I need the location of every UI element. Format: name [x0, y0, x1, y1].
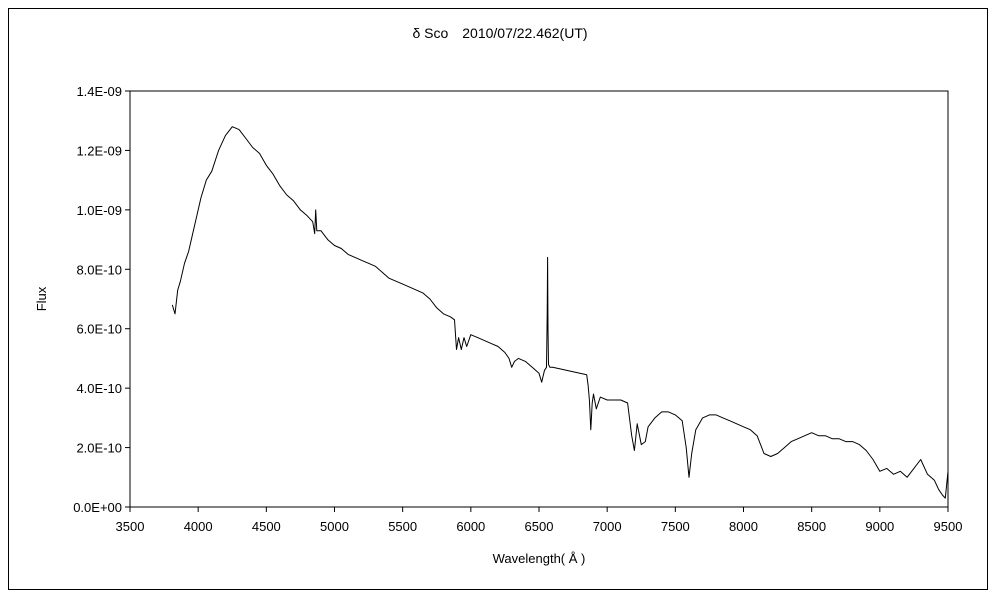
x-tick-label: 9000 — [865, 519, 894, 534]
plot-area — [129, 90, 949, 508]
x-axis: 3500 4000 4500 5000 5500 6000 6500 7000 7500 8000… — [116, 507, 963, 534]
x-tick-label: 3500 — [116, 519, 145, 534]
x-tick-label: 6500 — [525, 519, 554, 534]
y-tick-label: 1.2E-09 — [76, 143, 122, 158]
y-tick-label: 1.4E-09 — [76, 84, 122, 99]
x-tick-label: 9500 — [934, 519, 963, 534]
y-tick-label: 8.0E-10 — [76, 262, 122, 277]
y-tick-label: 6.0E-10 — [76, 322, 122, 337]
x-tick-label: 5500 — [388, 519, 417, 534]
x-axis-label: Wavelength( Å ) — [493, 551, 586, 566]
x-tick-label: 8000 — [729, 519, 758, 534]
x-tick-label: 5000 — [320, 519, 349, 534]
y-tick-label: 0.0E+00 — [73, 500, 122, 515]
x-tick-label: 7000 — [593, 519, 622, 534]
y-tick-label: 1.0E-09 — [76, 203, 122, 218]
chart-title: δ Sco 2010/07/22.462(UT) — [412, 25, 587, 41]
y-axis-label: Flux — [34, 286, 49, 311]
x-tick-label: 6000 — [456, 519, 485, 534]
x-tick-label: 4000 — [184, 519, 213, 534]
spectrum-line — [171, 126, 949, 499]
x-tick-label: 7500 — [661, 519, 690, 534]
y-tick-label: 4.0E-10 — [76, 381, 122, 396]
y-axis: 0.0E+00 2.0E-10 4.0E-10 6.0E-10 8.0E-10 1.0E-… — [73, 84, 130, 515]
series-layer — [171, 126, 949, 499]
x-tick-label: 4500 — [252, 519, 281, 534]
x-tick-label: 8500 — [797, 519, 826, 534]
y-tick-label: 2.0E-10 — [76, 441, 122, 456]
